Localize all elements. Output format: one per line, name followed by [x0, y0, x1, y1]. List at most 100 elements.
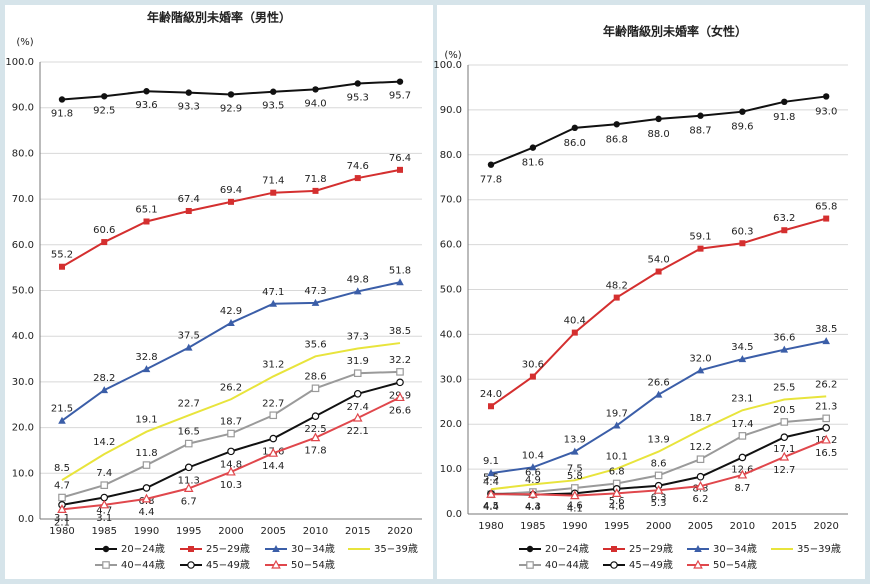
data-label: 6.6 [525, 467, 541, 478]
marker [269, 434, 278, 443]
marker [188, 546, 194, 552]
data-label: 8.7 [734, 483, 750, 494]
legend-label: 25−29歳 [206, 543, 250, 555]
data-label: 88.0 [647, 129, 669, 140]
marker [488, 403, 494, 410]
data-label: 4.4 [139, 507, 155, 518]
x-tick-label: 2020 [387, 526, 412, 537]
y-tick-label: 80.0 [12, 148, 34, 159]
data-label: 28.6 [304, 371, 326, 382]
marker [227, 447, 235, 456]
marker [487, 161, 495, 168]
data-label: 4.7 [96, 506, 112, 517]
legend-label: 40−44歳 [545, 559, 589, 571]
marker [310, 432, 321, 442]
data-label: 24.0 [480, 389, 502, 400]
data-label: 40.4 [564, 316, 586, 327]
marker [270, 88, 277, 95]
marker [311, 384, 320, 393]
marker [780, 418, 789, 426]
data-label: 34.5 [731, 342, 753, 353]
marker [311, 412, 320, 420]
data-label: 86.8 [606, 134, 628, 145]
marker [100, 386, 109, 394]
y-tick-label: 100.0 [5, 57, 34, 68]
marker [142, 484, 151, 492]
data-label: 4.5 [483, 501, 499, 512]
marker [397, 166, 403, 173]
data-label: 93.3 [178, 102, 200, 113]
data-label: 38.5 [815, 324, 837, 335]
data-label: 65.1 [135, 204, 157, 215]
legend-label: 35−39歳 [797, 543, 841, 555]
marker [228, 198, 234, 205]
data-label: 22.5 [304, 424, 326, 435]
marker [353, 287, 362, 295]
marker [571, 329, 578, 336]
data-label: 4.6 [567, 500, 583, 511]
marker [822, 423, 831, 432]
marker [227, 318, 235, 326]
data-label: 37.5 [178, 331, 200, 342]
data-label: 36.6 [773, 333, 795, 344]
data-label: 22.7 [178, 398, 200, 409]
data-label: 95.7 [389, 91, 411, 102]
data-label: 7.4 [96, 468, 112, 479]
y-tick-label: 100.0 [433, 60, 462, 71]
marker [571, 124, 578, 132]
x-tick-label: 2000 [646, 521, 671, 532]
marker [821, 434, 832, 444]
data-label: 93.0 [815, 106, 837, 117]
data-label: 65.8 [815, 202, 837, 213]
data-label: 86.0 [564, 138, 586, 149]
data-label: 13.9 [647, 435, 669, 446]
data-label: 71.4 [262, 176, 284, 187]
marker [610, 561, 618, 569]
marker [272, 545, 280, 552]
y-tick-label: 70.0 [440, 195, 462, 206]
marker [738, 355, 747, 363]
legend-label: 40−44歳 [121, 559, 165, 571]
marker [823, 215, 830, 222]
y-tick-label: 50.0 [12, 286, 34, 297]
data-label: 16.5 [178, 427, 200, 438]
y-tick-label: 70.0 [12, 194, 34, 205]
marker [696, 455, 705, 464]
y-tick-label: 90.0 [440, 105, 462, 116]
marker [697, 245, 704, 252]
marker [396, 378, 404, 387]
data-label: 32.2 [389, 355, 411, 366]
data-label: 93.5 [262, 101, 284, 112]
marker [396, 278, 404, 286]
data-label: 14.4 [262, 461, 284, 472]
data-label: 74.6 [347, 161, 369, 172]
marker [611, 488, 622, 497]
data-label: 21.5 [51, 404, 73, 415]
data-label: 60.3 [731, 226, 753, 237]
marker [352, 412, 363, 422]
legend-label: 35−39歳 [374, 543, 418, 555]
data-label: 55.2 [51, 250, 73, 261]
marker [227, 91, 235, 98]
marker [183, 483, 194, 492]
series-line [61, 342, 401, 482]
legend-label: 30−34歳 [291, 543, 335, 555]
marker [528, 488, 538, 498]
marker [101, 93, 108, 100]
data-label: 95.3 [347, 92, 369, 103]
marker [184, 463, 193, 472]
marker [780, 345, 789, 353]
data-label: 21.3 [815, 401, 837, 412]
data-label: 30.6 [522, 360, 544, 371]
marker [613, 294, 620, 301]
marker [312, 187, 319, 194]
marker [739, 240, 746, 247]
data-label: 10.4 [522, 450, 544, 461]
marker [654, 390, 663, 398]
marker [487, 469, 495, 477]
data-label: 17.4 [731, 419, 753, 430]
x-tick-label: 1990 [134, 526, 159, 537]
marker [779, 451, 790, 461]
data-label: 26.6 [647, 378, 669, 389]
